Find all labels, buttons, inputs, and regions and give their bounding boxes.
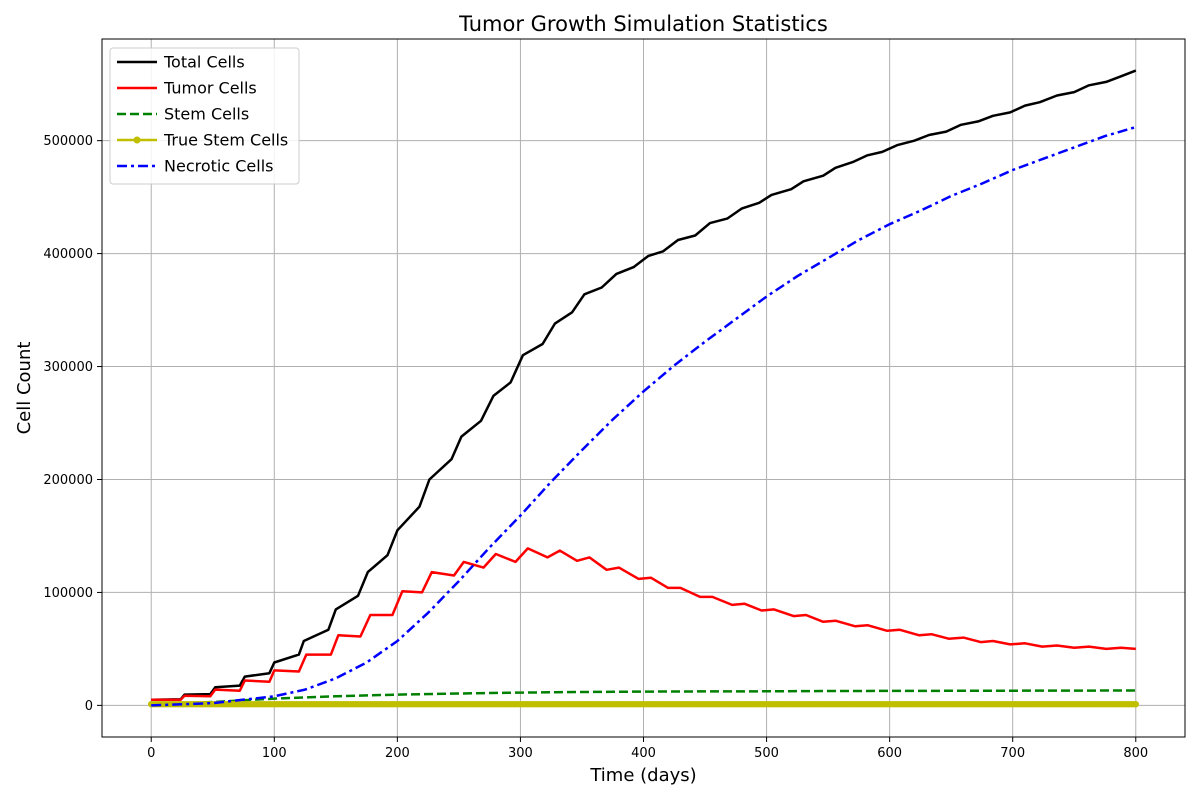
legend-label-true-stem-cells: True Stem Cells xyxy=(163,131,288,150)
x-axis-label: Time (days) xyxy=(589,765,696,786)
y-tick-label: 300000 xyxy=(43,360,93,375)
x-tick-label: 800 xyxy=(1123,746,1148,761)
legend-frame xyxy=(109,47,300,185)
y-tick-label: 0 xyxy=(85,699,93,714)
series-line-tumor-cells xyxy=(151,547,1136,701)
x-tick-label: 300 xyxy=(508,746,533,761)
y-axis-label: Cell Count xyxy=(14,342,35,435)
legend: Total Cells Tumor Cells Stem Cells True Ste… xyxy=(109,47,300,185)
series-line-stem-cells xyxy=(151,689,1136,706)
y-tick-label: 500000 xyxy=(43,134,93,149)
series-layer xyxy=(148,69,1140,708)
y-tick-label: 400000 xyxy=(43,247,93,262)
legend-marker-true-stem-cells xyxy=(133,136,141,144)
legend-label-tumor-cells: Tumor Cells xyxy=(163,79,257,98)
x-tick-label: 200 xyxy=(385,746,410,761)
legend-label-necrotic-cells: Necrotic Cells xyxy=(164,157,273,176)
axis-ticks: 0 100 200 300 400 500 600 700 800 0 100000 200000 30… xyxy=(43,134,1148,761)
x-tick-label: 400 xyxy=(631,746,656,761)
grid xyxy=(102,39,1185,737)
y-tick-label: 200000 xyxy=(43,473,93,488)
series-line-necrotic-cells xyxy=(151,125,1137,707)
x-tick-label: 100 xyxy=(262,746,287,761)
series-line-total-cells xyxy=(151,69,1137,701)
x-tick-label: 0 xyxy=(147,746,155,761)
x-tick-label: 500 xyxy=(754,746,779,761)
x-tick-label: 700 xyxy=(1000,746,1025,761)
y-tick-label: 100000 xyxy=(43,586,93,601)
series-marker-true-stem-cells xyxy=(1132,701,1140,708)
chart-title: Tumor Growth Simulation Statistics xyxy=(458,12,828,36)
x-tick-label: 600 xyxy=(877,746,902,761)
legend-label-total-cells: Total Cells xyxy=(163,53,245,72)
legend-label-stem-cells: Stem Cells xyxy=(164,105,249,124)
